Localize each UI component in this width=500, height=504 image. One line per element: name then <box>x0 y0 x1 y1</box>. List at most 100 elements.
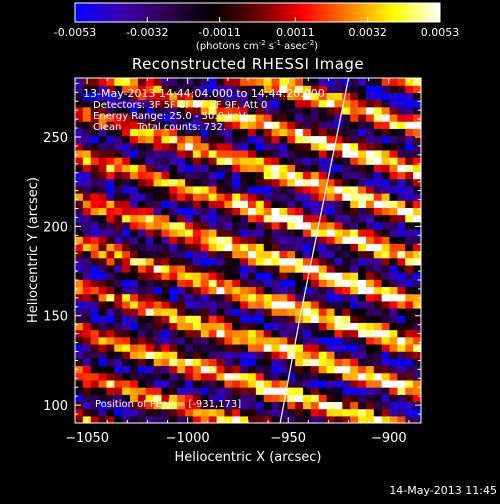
heatmap-cell <box>130 221 139 230</box>
heatmap-cell <box>114 293 123 302</box>
heatmap-cell <box>90 358 100 367</box>
heatmap-cell <box>350 113 359 122</box>
heatmap-cell <box>405 157 414 165</box>
heatmap-cell <box>114 401 123 410</box>
heatmap-cell <box>310 365 320 374</box>
heatmap-cell <box>192 394 202 403</box>
heatmap-cell <box>318 264 328 273</box>
heatmap-cell <box>326 178 336 187</box>
heatmap-cell <box>303 300 312 309</box>
heatmap-cell <box>90 322 100 331</box>
heatmap-cell <box>224 200 233 208</box>
heatmap-cell <box>192 178 202 187</box>
heatmap-cell <box>389 178 399 187</box>
heatmap-cell <box>271 394 281 403</box>
heatmap-cell <box>303 286 312 295</box>
heatmap-cell <box>200 322 210 331</box>
heatmap-cell <box>90 308 100 316</box>
heatmap-cell <box>303 315 312 323</box>
heatmap-cell <box>263 408 273 417</box>
heatmap-cell <box>271 99 281 108</box>
heatmap-cell <box>130 171 139 180</box>
heatmap-cell <box>240 78 249 86</box>
heatmap-cell <box>200 257 210 266</box>
heatmap-cell <box>397 293 406 302</box>
heatmap-cell <box>358 214 367 223</box>
heatmap-cell <box>295 243 304 252</box>
heatmap-cell <box>255 365 265 374</box>
heatmap-cell <box>208 336 218 345</box>
heatmap-cell <box>82 372 92 381</box>
heatmap-cell <box>373 415 383 423</box>
heatmap-cell <box>224 228 233 237</box>
heatmap-cell <box>310 387 320 395</box>
heatmap-cell <box>75 322 84 331</box>
heatmap-cell <box>208 92 218 101</box>
heatmap-cell <box>287 329 296 338</box>
heatmap-cell <box>263 372 273 381</box>
heatmap-cell <box>216 164 226 173</box>
heatmap-cell <box>334 279 343 288</box>
heatmap-cell <box>224 279 233 288</box>
heatmap-cell <box>137 387 147 395</box>
heatmap-cell <box>365 279 375 288</box>
heatmap-cell <box>98 185 108 194</box>
heatmap-cell <box>287 372 296 381</box>
heatmap-cell <box>122 214 131 223</box>
heatmap-cell <box>295 329 304 338</box>
heatmap-cell <box>75 351 84 359</box>
heatmap-cell <box>397 228 406 237</box>
heatmap-cell <box>248 214 257 223</box>
heatmap-cell <box>397 185 406 194</box>
heatmap-cell <box>240 336 249 345</box>
heatmap-cell <box>255 164 265 173</box>
heatmap-cell <box>208 221 218 230</box>
heatmap-cell <box>334 221 343 230</box>
heatmap-cell <box>240 185 249 194</box>
heatmap-cell <box>381 178 391 187</box>
heatmap-cell <box>216 286 226 295</box>
heatmap-cell <box>334 128 343 137</box>
heatmap-cell <box>75 92 84 101</box>
heatmap-cell <box>342 358 351 367</box>
heatmap-cell <box>98 207 108 216</box>
heatmap-cell <box>318 394 328 403</box>
heatmap-cell <box>255 171 265 180</box>
heatmap-cell <box>216 365 226 374</box>
heatmap-cell <box>381 228 391 237</box>
heatmap-cell <box>137 92 147 101</box>
heatmap-cell <box>153 387 163 395</box>
heatmap-cell <box>287 401 296 410</box>
heatmap-cell <box>405 264 414 273</box>
heatmap-cell <box>318 408 328 417</box>
heatmap-cell <box>137 99 147 108</box>
heatmap-cell <box>373 257 383 266</box>
heatmap-cell <box>82 185 92 194</box>
heatmap-cell <box>122 106 131 115</box>
heatmap-cell <box>192 379 202 388</box>
heatmap-cell <box>303 128 312 137</box>
heatmap-cell <box>208 85 218 93</box>
heatmap-cell <box>342 415 351 423</box>
heatmap-cell <box>114 106 123 115</box>
heatmap-cell <box>318 171 328 180</box>
heatmap-cell <box>208 113 218 122</box>
heatmap-cell <box>389 279 399 288</box>
heatmap-cell <box>271 128 281 137</box>
heatmap-cell <box>169 322 178 331</box>
heatmap-cell <box>373 336 383 345</box>
heatmap-cell <box>122 343 131 352</box>
heatmap-cell <box>303 322 312 331</box>
heatmap-cell <box>208 149 218 158</box>
heatmap-cell <box>224 408 233 417</box>
heatmap-cell <box>326 193 336 201</box>
heatmap-cell <box>169 85 178 93</box>
heatmap-cell <box>358 85 367 93</box>
heatmap-cell <box>248 193 257 201</box>
heatmap-cell <box>90 121 100 129</box>
heatmap-cell <box>373 358 383 367</box>
heatmap-cell <box>248 257 257 266</box>
heatmap-cell <box>326 236 336 244</box>
heatmap-cell <box>255 336 265 345</box>
heatmap-cell <box>232 221 241 230</box>
